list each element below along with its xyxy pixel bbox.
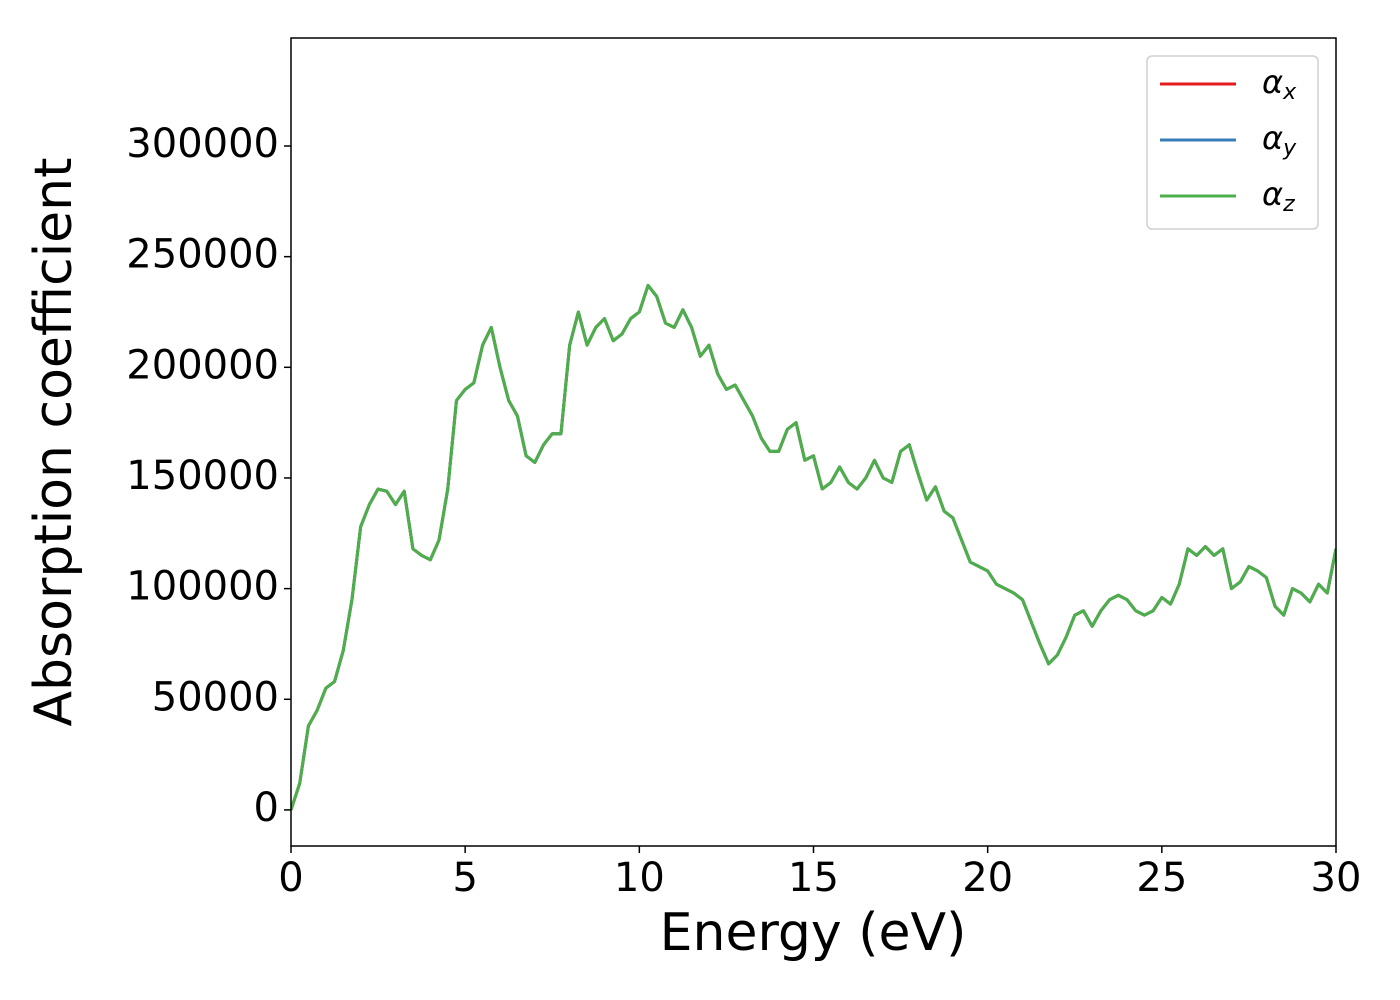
x-tick-label: 10: [614, 855, 665, 901]
y-tick-label: 300000: [126, 121, 279, 167]
series-line: [291, 283, 1336, 811]
x-tick-label: 0: [278, 855, 303, 901]
series-line: [291, 283, 1336, 811]
y-tick-label: 0: [254, 785, 279, 831]
legend-box: [1146, 55, 1319, 230]
x-tick-label: 30: [1311, 855, 1362, 901]
y-tick-label: 250000: [126, 232, 279, 278]
y-tick-label: 150000: [126, 453, 279, 499]
x-axis-label: Energy (eV): [660, 903, 967, 963]
series-line: [291, 283, 1336, 811]
legend-label: αz: [1262, 175, 1295, 217]
x-tick-label: 15: [788, 855, 839, 901]
x-tick-label: 5: [452, 855, 477, 901]
legend-label: αy: [1262, 119, 1297, 161]
x-tick-label: 25: [1136, 855, 1187, 901]
x-tick-label: 20: [962, 855, 1013, 901]
plot-frame: [290, 37, 1337, 847]
y-tick-label: 50000: [152, 674, 279, 720]
legend-label: αx: [1262, 63, 1297, 105]
y-tick-label: 200000: [126, 342, 279, 388]
y-axis-label: Absorption coefficient: [24, 157, 84, 726]
y-tick-label: 100000: [126, 564, 279, 610]
